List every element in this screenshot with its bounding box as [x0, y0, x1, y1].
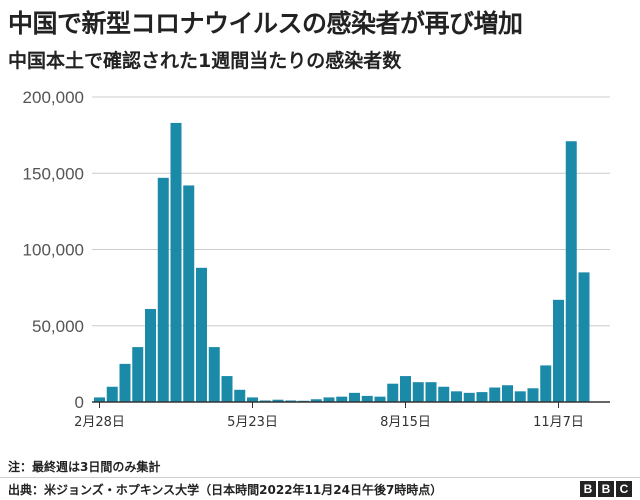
- bar: [400, 376, 411, 402]
- bar: [476, 392, 488, 402]
- bar: [119, 363, 131, 402]
- bar: [157, 177, 169, 402]
- bar: [553, 299, 564, 402]
- chart-title: 中国で新型コロナウイルスの感染者が再び増加: [8, 9, 523, 38]
- y-tick-label: 0: [75, 393, 84, 412]
- bbc-logo-letter-2: B: [598, 481, 614, 497]
- bbc-logo: B B C: [580, 481, 632, 497]
- bar: [170, 122, 182, 403]
- bar: [514, 391, 526, 402]
- y-tick-label: 200,000: [23, 88, 84, 107]
- bar: [540, 365, 552, 402]
- bar: [361, 395, 373, 402]
- x-tick-label: 11月7日: [533, 415, 584, 430]
- bar: [247, 397, 258, 402]
- x-tick-label: 8月15日: [380, 415, 431, 430]
- bar: [336, 396, 348, 402]
- bar: [196, 267, 207, 402]
- bar: [412, 382, 424, 402]
- bar: [578, 272, 590, 402]
- bar: [94, 397, 105, 402]
- footer-divider: [0, 477, 640, 478]
- bar: [310, 399, 322, 402]
- bar: [527, 388, 539, 402]
- x-tick-label: 5月23日: [227, 415, 278, 430]
- bar: [565, 141, 577, 402]
- bar: [374, 396, 386, 402]
- bar: [132, 347, 144, 402]
- bar: [106, 386, 118, 402]
- bar: [234, 389, 246, 402]
- source-credit: 出典：米ジョンズ・ホプキンス大学（日本時間2022年11月24日午後7時時点）: [8, 483, 443, 497]
- y-tick-label: 100,000: [23, 241, 84, 260]
- y-tick-label: 50,000: [32, 317, 84, 336]
- bar: [489, 387, 501, 402]
- bar: [145, 308, 156, 402]
- bar: [323, 397, 335, 402]
- bar: [259, 400, 271, 402]
- chart-subtitle: 中国本土で確認された1週間当たりの感染者数: [8, 50, 402, 72]
- bar: [387, 383, 399, 402]
- y-tick-label: 150,000: [23, 164, 84, 183]
- bar: [502, 385, 513, 402]
- bar: [208, 347, 220, 402]
- bbc-logo-letter-3: C: [616, 481, 632, 497]
- bar: [272, 399, 284, 402]
- bar: [438, 386, 450, 402]
- bar: [425, 382, 437, 402]
- bar: [463, 392, 475, 402]
- x-tick-label: 2月28日: [74, 415, 125, 430]
- bar: [221, 376, 233, 402]
- bar: [451, 391, 462, 402]
- chart-note: 注：最終週は3日間のみ集計: [8, 460, 161, 474]
- bbc-logo-letter-1: B: [580, 481, 596, 497]
- bar: [183, 185, 195, 402]
- bar: [285, 400, 297, 402]
- bar: [349, 392, 360, 402]
- bar-chart: 0 50,000 100,000 150,000 200,000 2月28日 5月23日 8月…: [23, 88, 610, 430]
